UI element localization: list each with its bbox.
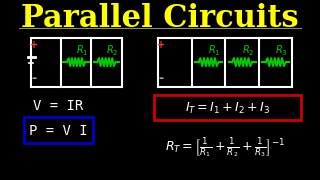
Text: +: + (157, 40, 165, 50)
Text: R: R (76, 45, 83, 55)
Text: R: R (107, 45, 114, 55)
Text: R: R (242, 45, 249, 55)
Text: +: + (30, 40, 38, 50)
Text: 1: 1 (82, 50, 86, 56)
Text: 1: 1 (214, 50, 219, 56)
Text: 3: 3 (282, 50, 286, 56)
Text: P = V I: P = V I (29, 124, 88, 138)
Text: $R_T = \left[\frac{1}{R_1} + \frac{1}{R_2} + \frac{1}{R_3}\right]^{-1}$: $R_T = \left[\frac{1}{R_1} + \frac{1}{R_… (164, 137, 285, 160)
Text: R: R (276, 45, 283, 55)
Text: R: R (209, 45, 216, 55)
Text: 2: 2 (112, 50, 117, 56)
Text: 2: 2 (248, 50, 252, 56)
Text: $I_T = I_1 + I_2 + I_3$: $I_T = I_1 + I_2 + I_3$ (185, 101, 270, 116)
Text: -: - (31, 72, 36, 85)
Text: -: - (158, 72, 164, 85)
Text: V = IR: V = IR (33, 99, 83, 113)
Text: Parallel Circuits: Parallel Circuits (21, 3, 299, 34)
